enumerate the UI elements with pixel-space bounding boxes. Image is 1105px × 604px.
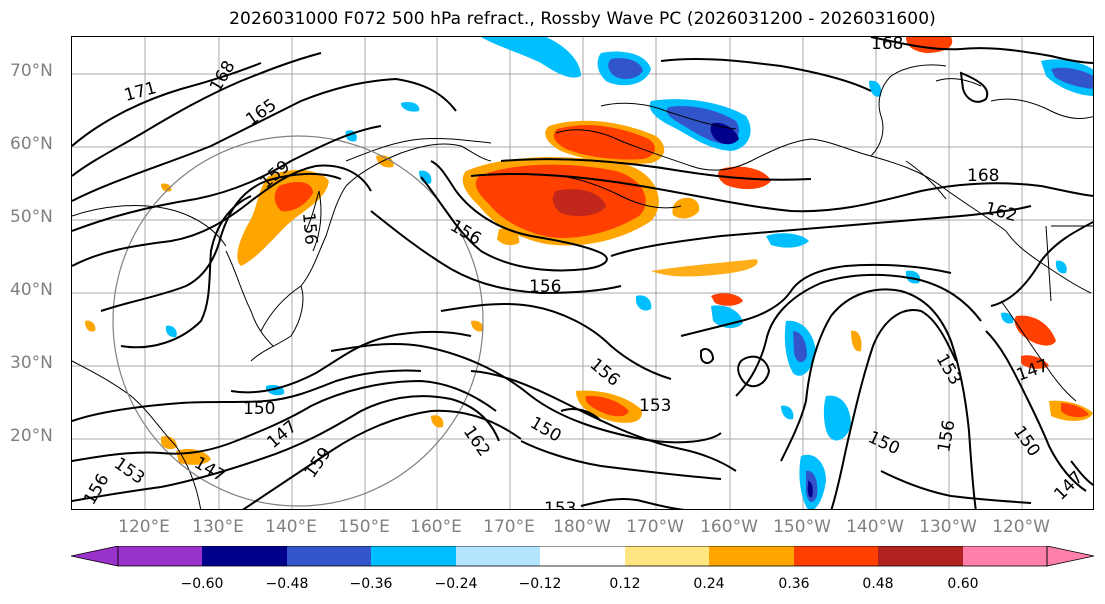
contour-label: 150 [243, 399, 275, 419]
colorbar-swatch [456, 546, 540, 566]
lon-label-160w: 160°W [700, 517, 758, 537]
contour-label: 168 [871, 37, 903, 54]
contour-label: 162 [983, 199, 1020, 227]
lon-label-120e: 120°E [118, 517, 170, 537]
lon-label-150w: 150°W [773, 517, 831, 537]
lat-label-60n: 60°N [10, 134, 53, 154]
colorbar-over-arrow [1046, 545, 1095, 567]
contour-label: 150 [527, 413, 565, 447]
lon-label-150e: 150°E [338, 517, 390, 537]
colorbar-tick: −0.60 [180, 576, 224, 592]
colorbar-svg [70, 545, 1095, 567]
contour-label: 168 [206, 57, 240, 95]
contour-label: 150 [865, 427, 903, 459]
colorbar-tick: 0.48 [862, 576, 894, 592]
contour-label: 156 [586, 355, 624, 391]
refractivity-contours [72, 37, 1093, 509]
contour-label: 165 [242, 95, 280, 130]
lon-label-140w: 140°W [846, 517, 904, 537]
colorbar-outline [117, 545, 1048, 567]
colorbar-swatch [118, 546, 202, 566]
lat-label-40n: 40°N [10, 280, 53, 300]
lon-label-130e: 130°E [192, 517, 244, 537]
colorbar-swatch [371, 546, 456, 566]
map-svg: 171 168 165 159 156 156 156 153 150 150 … [72, 37, 1093, 510]
contour-label: 150 [1009, 422, 1044, 460]
lon-label-130w: 130°W [919, 517, 977, 537]
contour-label: 156 [934, 418, 959, 453]
map-panel: 171 168 165 159 156 156 156 153 150 150 … [71, 36, 1094, 510]
colorbar [70, 545, 1096, 572]
contour-label: 159 [301, 444, 336, 482]
contour-label: 147 [1014, 356, 1051, 386]
colorbar-tick: 0.60 [947, 576, 979, 592]
colorbar-swatch [963, 546, 1047, 566]
colorbar-swatch [709, 546, 794, 566]
lat-label-50n: 50°N [10, 207, 53, 227]
colorbar-tick: 0.12 [609, 576, 641, 592]
colorbar-swatch [287, 546, 371, 566]
colorbar-tick: −0.36 [349, 576, 393, 592]
lat-label-20n: 20°N [10, 426, 53, 446]
lon-label-140e: 140°E [265, 517, 317, 537]
colorbar-tick: −0.24 [434, 576, 478, 592]
lat-label-30n: 30°N [10, 353, 53, 373]
colorbar-tick: 0.24 [693, 576, 725, 592]
contour-label: 153 [639, 396, 671, 416]
contour-label: 162 [459, 422, 494, 460]
contour-label: 171 [122, 78, 159, 106]
colorbar-swatch [540, 546, 625, 566]
contour-label: 147 [263, 417, 301, 453]
lat-label-70n: 70°N [10, 61, 53, 81]
lon-label-170w: 170°W [626, 517, 684, 537]
contour-label: 153 [110, 454, 148, 489]
positive-anomaly-patches [85, 37, 1093, 465]
range-circle [112, 135, 484, 507]
colorbar-tick: −0.48 [265, 576, 309, 592]
colorbar-under-arrow [70, 545, 119, 567]
contour-label: 156 [80, 470, 114, 508]
map-title: 2026031000 F072 500 hPa refract., Rossby… [229, 9, 936, 29]
colorbar-swatch [625, 546, 709, 566]
colorbar-swatch [878, 546, 963, 566]
lon-label-120w: 120°W [992, 517, 1050, 537]
contour-label: 153 [544, 499, 576, 510]
contour-label: 168 [967, 166, 999, 186]
lon-label-170e: 170°E [483, 517, 535, 537]
colorbar-swatch [202, 546, 287, 566]
contour-label: 156 [529, 277, 561, 297]
colorbar-tick: −0.12 [518, 576, 562, 592]
colorbar-swatch [794, 546, 878, 566]
negative-anomaly-patches [165, 37, 1093, 509]
lon-label-160e: 160°E [410, 517, 462, 537]
coastlines [72, 64, 1093, 509]
contour-label: 156 [298, 212, 321, 246]
lon-label-180w: 180°W [553, 517, 611, 537]
colorbar-tick: 0.36 [778, 576, 810, 592]
contour-label: 153 [932, 351, 966, 389]
